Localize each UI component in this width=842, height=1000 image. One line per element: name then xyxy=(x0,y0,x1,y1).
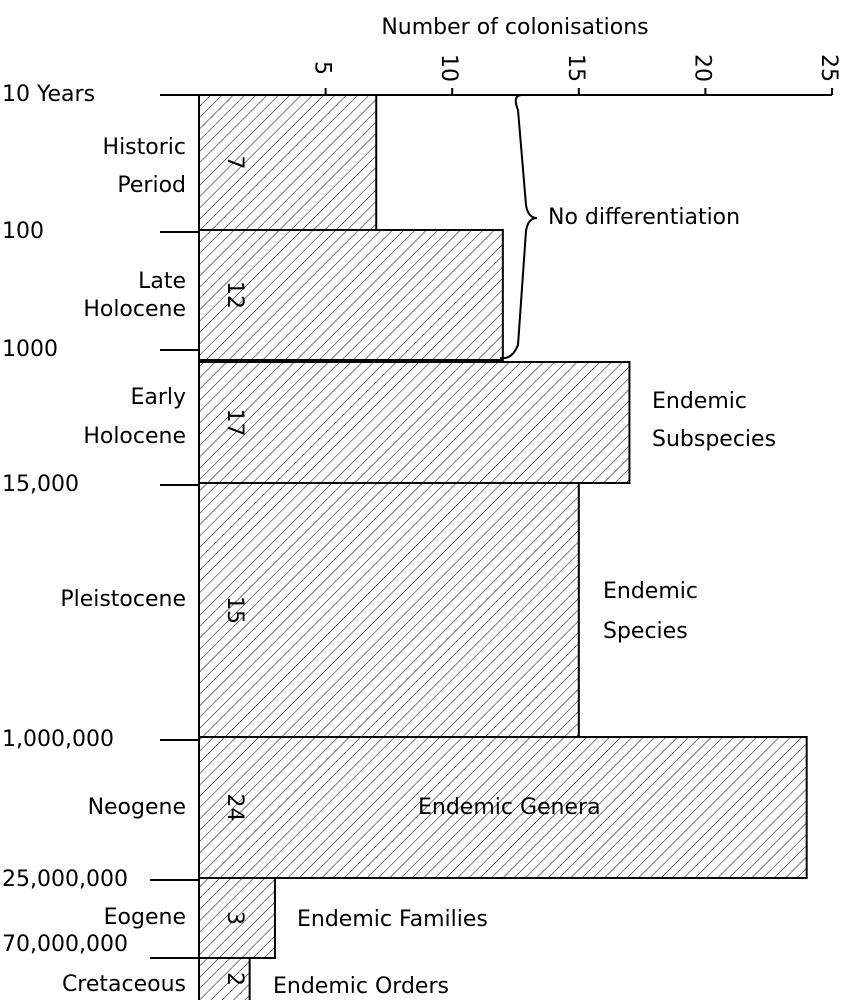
boundary-label: 15,000 xyxy=(2,472,79,497)
boundary-label: 1,000,000 xyxy=(2,727,114,752)
category-label: Early xyxy=(130,385,186,410)
boundary-label: 10 Years xyxy=(2,82,95,107)
category-label: Holocene xyxy=(83,297,186,322)
annotation: Endemic Genera xyxy=(418,795,601,820)
boundary-label: 1000 xyxy=(2,337,58,362)
annotation: Endemic Families xyxy=(297,907,488,932)
x-tick-label: 20 xyxy=(689,54,714,82)
annotation: Endemic Orders xyxy=(273,974,449,999)
category-label: Eogene xyxy=(104,905,186,930)
bar xyxy=(198,482,580,738)
category-label: Cretaceous xyxy=(62,972,186,997)
bar xyxy=(198,736,808,879)
annotation: Species xyxy=(603,619,688,644)
value-label: 24 xyxy=(222,794,247,822)
bar xyxy=(198,229,504,361)
annotation: Endemic xyxy=(603,579,698,604)
annotation: Endemic xyxy=(652,389,747,414)
value-label: 3 xyxy=(222,911,247,925)
x-tick-label: 25 xyxy=(816,54,841,82)
category-label: Late xyxy=(138,269,186,294)
x-tick-label: 15 xyxy=(563,54,588,82)
value-label: 2 xyxy=(222,972,247,986)
bar xyxy=(198,957,251,1000)
x-axis-label: Number of colonisations xyxy=(381,15,648,40)
category-label: Pleistocene xyxy=(60,587,186,612)
category-label: Neogene xyxy=(88,795,186,820)
category-label: Holocene xyxy=(83,424,186,449)
boundary-label: 70,000,000 xyxy=(2,932,128,957)
category-label: Historic xyxy=(103,135,186,160)
brace xyxy=(499,94,538,360)
category-label: Period xyxy=(117,173,186,198)
boundary-label: 100 xyxy=(2,219,44,244)
x-tick-label: 10 xyxy=(436,54,461,82)
value-label: 15 xyxy=(222,596,247,624)
annotation: No differentiation xyxy=(548,205,740,230)
value-label: 17 xyxy=(222,409,247,437)
boundary-label: 25,000,000 xyxy=(2,867,128,892)
x-tick-label: 5 xyxy=(310,61,335,75)
value-label: 12 xyxy=(222,281,247,309)
value-label: 7 xyxy=(222,156,247,170)
bar xyxy=(198,361,631,484)
annotation: Subspecies xyxy=(652,427,776,452)
